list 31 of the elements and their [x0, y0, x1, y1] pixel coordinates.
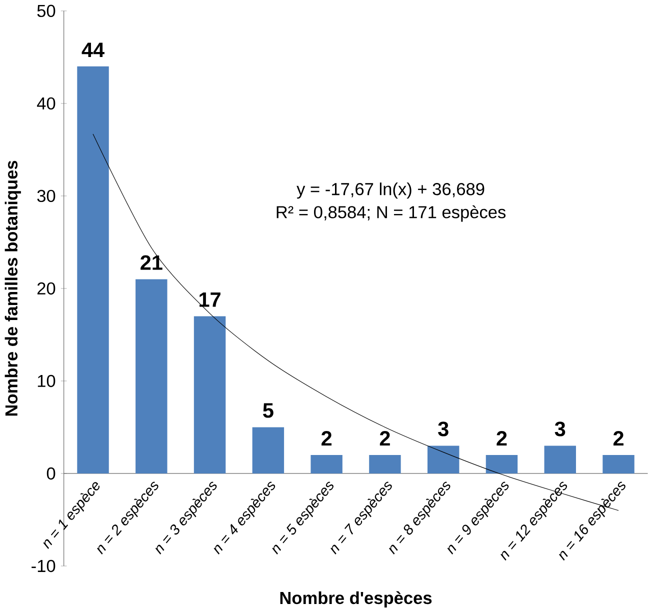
bar	[252, 427, 284, 474]
y-tick-label: 50	[37, 4, 56, 17]
annotation: y = -17,67 ln(x) + 36,689	[296, 182, 484, 198]
annotation: R² = 0,8584; N = 171 espèces	[276, 205, 506, 222]
data-label: 3	[554, 421, 566, 436]
y-tick-label: 10	[38, 374, 56, 387]
bar	[602, 454, 634, 474]
bar	[136, 279, 168, 474]
bar	[194, 316, 226, 474]
data-label: 2	[322, 430, 332, 446]
y-tick-label: 20	[37, 282, 56, 294]
bar	[369, 454, 401, 474]
y-tick-label: 0	[46, 467, 56, 480]
bar	[486, 454, 518, 474]
data-label: 2	[613, 430, 624, 446]
x-axis-title: Nombre d'espèces	[280, 591, 432, 608]
y-tick-label: -10	[32, 560, 56, 572]
y-axis-title: Nombre de familles botaniques	[4, 160, 21, 416]
bar	[544, 446, 576, 474]
y-tick-label: 40	[37, 97, 56, 110]
bar	[427, 446, 460, 474]
data-label: 44	[82, 42, 104, 57]
bar	[77, 66, 109, 474]
data-label: 17	[200, 292, 220, 307]
data-label: 3	[438, 421, 448, 436]
y-tick-label: 30	[37, 190, 56, 202]
data-label: 21	[140, 255, 162, 270]
data-label: 5	[263, 403, 274, 418]
data-label: 2	[380, 430, 390, 446]
bar	[310, 454, 342, 474]
data-label: 2	[496, 430, 507, 446]
